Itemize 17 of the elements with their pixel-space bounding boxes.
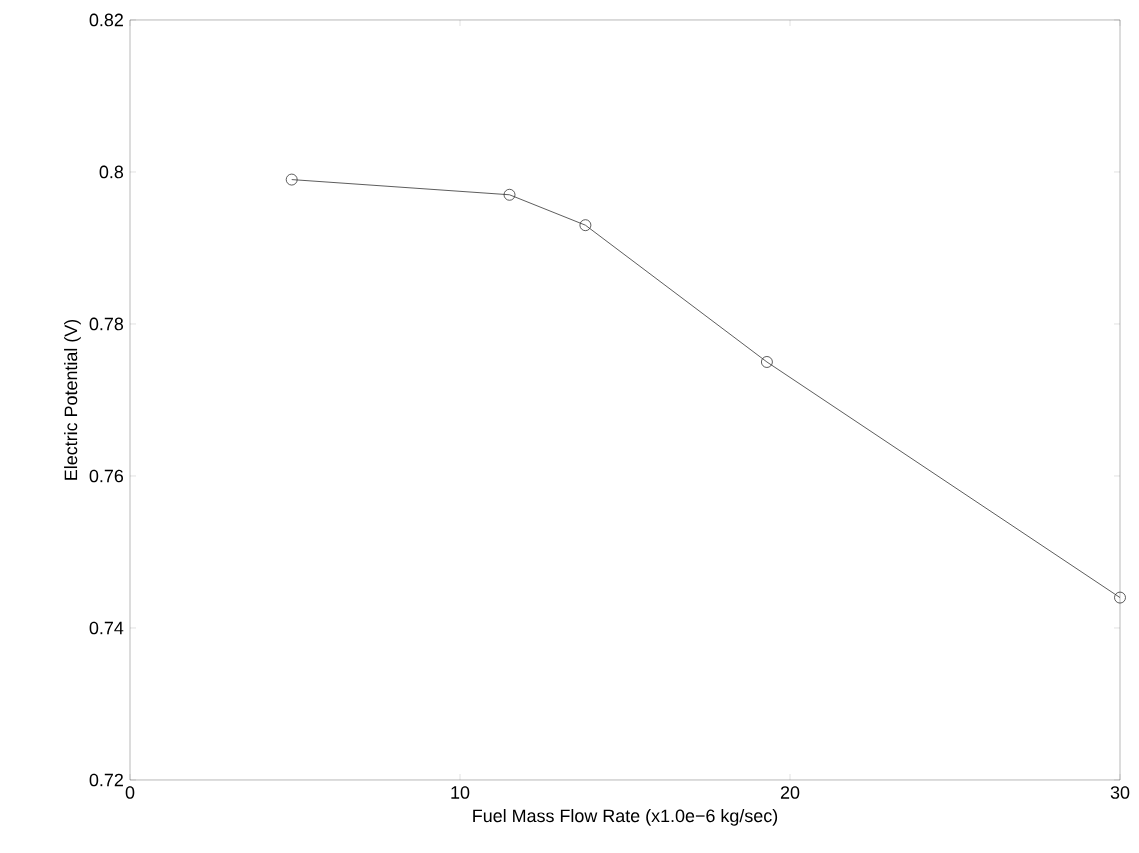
point [761, 356, 773, 368]
y-tick-label: 0.8 [99, 165, 124, 179]
y-tick-label: 0.78 [89, 317, 124, 331]
x-axis-title: Fuel Mass Flow Rate (x1.0e−6 kg/sec) [473, 809, 778, 826]
point [285, 173, 298, 186]
y-tick-label: 0.82 [89, 13, 123, 27]
x-tick-label: 10 [451, 786, 470, 799]
y-tick-label: 0.72 [89, 773, 123, 787]
point [1114, 591, 1126, 604]
x-tick-label: 20 [780, 786, 800, 799]
point [503, 188, 516, 201]
x-tick-label: 30 [1110, 786, 1130, 799]
point [579, 219, 592, 232]
y-tick-label: 0.74 [89, 621, 124, 635]
y-axis-title: Electric Potential (V) [64, 319, 81, 480]
y-tick-label: 0.76 [89, 469, 124, 483]
x-tick-label: 0 [125, 786, 135, 799]
